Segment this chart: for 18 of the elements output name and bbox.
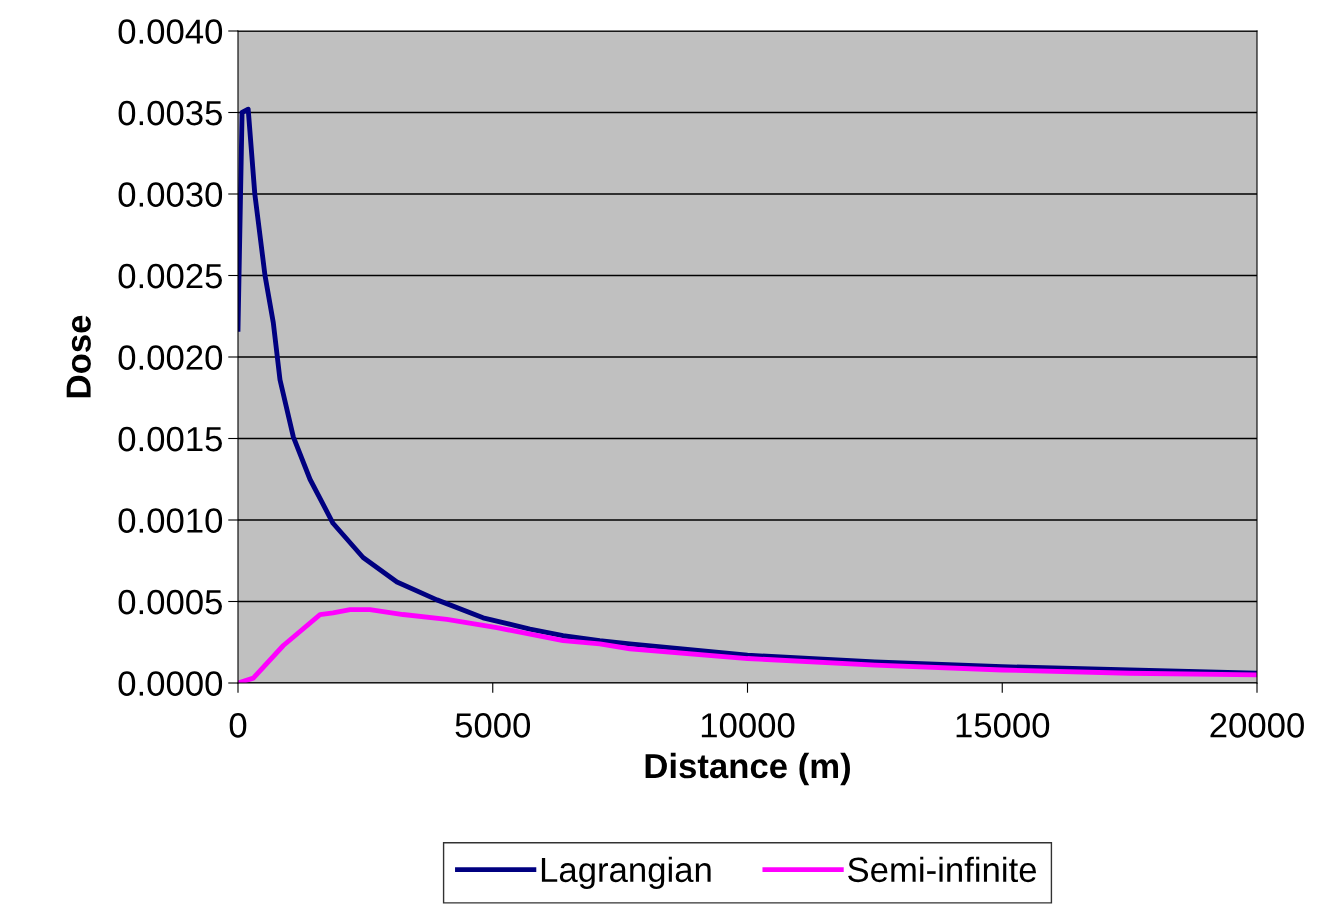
- x-axis-title: Distance (m): [645, 752, 850, 786]
- y-tick-label: 0.0025: [118, 263, 222, 289]
- legend-label: Lagrangian: [541, 856, 711, 889]
- y-tick-label: 0.0040: [118, 19, 223, 44]
- y-tick-label: 0.0000: [118, 671, 223, 696]
- y-tick-label: 0.0015: [118, 426, 222, 452]
- x-tick-label: 0: [229, 713, 247, 738]
- y-axis-title: Dose: [66, 315, 91, 398]
- y-tick-label: 0.0005: [118, 589, 222, 615]
- legend-label: Semi-infinite: [848, 856, 1036, 883]
- x-tick-label: 10000: [701, 713, 795, 738]
- x-tick-label: 5000: [455, 713, 531, 738]
- x-tick-label: 15000: [956, 713, 1050, 738]
- y-tick-label: 0.0020: [118, 345, 223, 370]
- y-tick-label: 0.0035: [118, 100, 222, 126]
- y-tick-label: 0.0030: [118, 182, 223, 207]
- y-tick-label: 0.0010: [118, 508, 223, 533]
- x-tick-label: 20000: [1210, 713, 1304, 738]
